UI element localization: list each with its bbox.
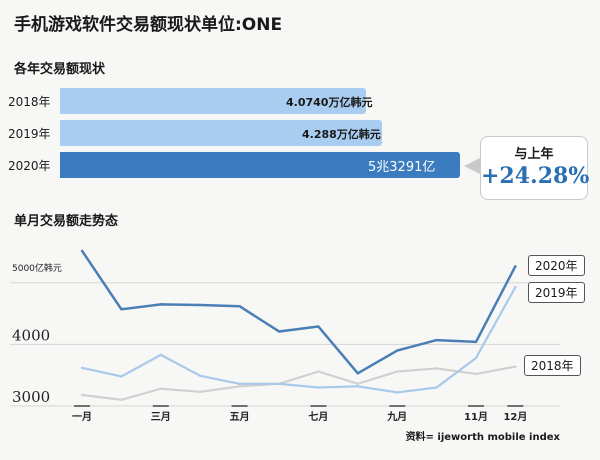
yoy-title: 与上年 bbox=[514, 147, 554, 162]
data-point bbox=[514, 264, 517, 268]
annual-bar-row: 2020年 5兆3291亿 bbox=[0, 152, 600, 178]
x-tick-label: 七月 bbox=[308, 410, 328, 423]
yoy-value: +24.28% bbox=[481, 163, 590, 189]
annual-bar-year: 2019年 bbox=[8, 127, 51, 141]
monthly-line-chart: 5000亿韩元 4000 3000 一月 三月 五月 七月 九月 11月 12月 bbox=[10, 249, 560, 423]
data-point bbox=[356, 372, 359, 375]
annual-bar-row: 2019年 4.288万亿韩元 bbox=[0, 120, 600, 146]
data-point bbox=[317, 386, 320, 389]
annual-bar bbox=[60, 120, 382, 146]
data-point bbox=[317, 370, 320, 373]
data-point bbox=[474, 340, 478, 344]
data-point bbox=[356, 382, 359, 386]
page-title: 手机游戏软件交易额现状单位:ONE bbox=[14, 15, 283, 35]
x-tick-label: 一月 bbox=[72, 411, 92, 423]
data-point bbox=[159, 303, 162, 306]
data-point bbox=[159, 353, 162, 357]
data-point bbox=[199, 390, 202, 394]
data-point bbox=[396, 349, 399, 352]
y-tick-label: 4000 bbox=[12, 326, 50, 344]
x-tick-label: 三月 bbox=[151, 411, 171, 423]
annual-bar-year: 2018年 bbox=[8, 95, 51, 109]
annual-bar-label: 4.0740万亿韩元 bbox=[286, 96, 373, 109]
data-point bbox=[435, 367, 438, 370]
x-tick-label: 九月 bbox=[386, 410, 407, 423]
y-tick-label: 3000 bbox=[12, 388, 50, 406]
data-point bbox=[514, 365, 517, 368]
annual-bar-label: 4.288万亿韩元 bbox=[302, 128, 381, 141]
data-point bbox=[120, 308, 123, 311]
series-line-2020年 bbox=[80, 250, 517, 375]
series-label: 2019年 bbox=[528, 282, 585, 303]
data-point bbox=[120, 398, 123, 402]
data-point bbox=[356, 385, 359, 388]
annual-bar-year: 2020年 bbox=[8, 159, 51, 173]
yoy-callout: 与上年 +24.28% bbox=[480, 136, 590, 200]
x-tick-label: 12月 bbox=[503, 411, 527, 423]
data-point bbox=[199, 374, 202, 378]
data-point bbox=[317, 325, 320, 328]
annual-bar-row: 2018年 4.0740万亿韩元 bbox=[0, 88, 600, 114]
data-point bbox=[396, 391, 399, 394]
yoy-pointer bbox=[464, 158, 480, 174]
annual-subtitle: 各年交易额现状 bbox=[14, 62, 106, 77]
data-point bbox=[199, 303, 202, 307]
y-tick-label: 5000亿韩元 bbox=[12, 262, 62, 274]
data-point bbox=[120, 375, 123, 378]
data-point bbox=[238, 385, 241, 388]
data-point bbox=[80, 249, 84, 252]
data-point bbox=[238, 382, 241, 386]
data-point bbox=[514, 285, 517, 289]
series-label: 2018年 bbox=[524, 355, 581, 376]
x-tick-label: 11月 bbox=[464, 411, 488, 423]
monthly-subtitle: 单月交易额走势态 bbox=[14, 214, 119, 229]
data-point bbox=[435, 338, 438, 342]
annual-bar bbox=[60, 88, 366, 114]
annual-bar bbox=[60, 152, 460, 178]
x-tick-label: 五月 bbox=[230, 411, 250, 423]
data-point bbox=[396, 370, 399, 373]
data-point bbox=[159, 387, 162, 390]
data-point bbox=[80, 366, 84, 370]
source-note: 资料= ijeworth mobile index bbox=[405, 432, 560, 443]
series-line-2019年 bbox=[81, 286, 517, 394]
data-point bbox=[80, 393, 84, 397]
series-label: 2020年 bbox=[528, 255, 585, 276]
series-line-2018年 bbox=[81, 365, 516, 401]
data-point bbox=[277, 382, 281, 386]
data-point bbox=[238, 305, 241, 308]
data-point bbox=[474, 372, 478, 376]
annual-bar-label: 5兆3291亿 bbox=[368, 160, 436, 175]
data-point bbox=[474, 356, 478, 360]
data-point bbox=[277, 330, 281, 333]
data-point bbox=[435, 386, 438, 389]
